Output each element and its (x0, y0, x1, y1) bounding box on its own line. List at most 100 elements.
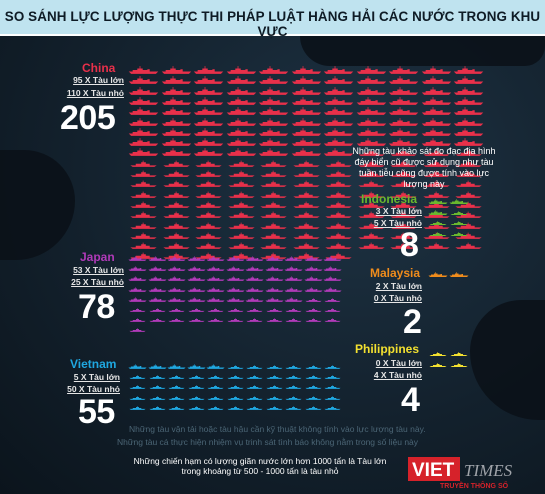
small-ship-icon (161, 206, 192, 224)
large-ship-icon (284, 281, 303, 299)
small-ship-icon (148, 311, 167, 329)
large-ship-icon (225, 291, 245, 309)
large-ship-icon (226, 83, 257, 101)
small-ship-icon (258, 217, 289, 235)
large-ship-icon (258, 83, 289, 101)
china-total: 205 (60, 99, 116, 137)
small-ship-icon (245, 301, 264, 319)
large-ship-icon (193, 62, 224, 80)
small-ship-icon (245, 378, 264, 396)
small-ship-icon (193, 247, 224, 265)
large-ship-icon (323, 260, 342, 278)
small-ship-icon (304, 389, 323, 407)
large-ship-icon (193, 72, 224, 90)
small-ship-icon (128, 321, 147, 339)
small-ship-icon (453, 186, 484, 204)
small-ship-icon (453, 175, 484, 193)
small-ship-icon (161, 196, 192, 214)
indonesia-large-ships-text: 3 X Tàu lớn (375, 206, 422, 216)
large-ship-icon (226, 62, 257, 80)
small-ship-icon (323, 368, 342, 386)
small-ship-icon (193, 237, 224, 255)
large-ship-icon (161, 134, 192, 152)
large-ship-icon (128, 358, 147, 376)
small-ship-icon (161, 155, 192, 173)
small-ship-icon (148, 301, 167, 319)
small-ship-icon (148, 368, 167, 386)
small-ship-icon (128, 399, 147, 417)
large-ship-icon (128, 83, 159, 101)
small-ship-icon (304, 399, 323, 417)
footnote-1: Những tàu vận tải hoặc tàu hậu cần kỹ th… (129, 424, 426, 434)
small-ship-icon (161, 247, 192, 265)
small-ship-icon (187, 378, 206, 396)
small-ship-icon (388, 227, 419, 245)
small-ship-icon (226, 206, 257, 224)
small-ship-icon (304, 301, 323, 319)
small-ship-icon (291, 196, 322, 214)
small-ship-icon (388, 144, 419, 162)
small-ship-icon (421, 206, 452, 224)
large-ship-icon (147, 358, 167, 376)
large-ship-icon (323, 134, 354, 152)
large-ship-icon (356, 134, 387, 152)
large-ship-icon (161, 83, 192, 101)
large-ship-icon (449, 266, 469, 284)
large-ship-icon (388, 103, 419, 121)
small-ship-icon (265, 368, 284, 386)
large-ship-icon (258, 114, 289, 132)
vietnam-small-ships: 50 X Tàu nhỏ (48, 384, 120, 394)
large-ship-icon (128, 124, 159, 142)
vietnam-large-ships-text: 5 X Tàu lớn (73, 372, 120, 382)
large-ship-icon (291, 103, 322, 121)
small-ship-icon (323, 227, 354, 245)
small-ship-icon (449, 356, 469, 374)
small-ship-icon (388, 237, 419, 255)
small-ship-icon (323, 399, 342, 417)
large-ship-icon (193, 144, 224, 162)
small-ship-icon (428, 225, 448, 243)
indonesia-note: Những tàu khảo sát đo đạc địa hình đáy b… (352, 146, 496, 189)
large-ship-icon (226, 134, 257, 152)
large-ship-icon (147, 250, 167, 268)
large-ship-icon (453, 62, 484, 80)
large-ship-icon (226, 144, 257, 162)
small-ship-icon (148, 378, 167, 396)
small-ship-icon (206, 368, 225, 386)
legend-line-1: Những chiến hạm có lượng giãn nước lớn h… (133, 456, 387, 466)
indonesia-total: 8 (400, 226, 419, 264)
small-ship-icon (206, 389, 225, 407)
small-ship-icon (356, 155, 387, 173)
small-ship-icon (453, 165, 484, 183)
large-ship-icon (453, 83, 484, 101)
large-ship-icon (258, 144, 289, 162)
large-ship-icon (193, 134, 224, 152)
large-ship-icon (388, 83, 419, 101)
philippines-small-ships: 4 X Tàu nhỏ (350, 370, 422, 380)
large-ship-icon (421, 62, 452, 80)
small-ship-icon (193, 175, 224, 193)
large-ship-icon (356, 62, 387, 80)
large-ship-icon (161, 103, 192, 121)
small-ship-icon (161, 186, 192, 204)
small-ship-icon (128, 186, 159, 204)
small-ship-icon (193, 196, 224, 214)
vietnam-total: 55 (78, 393, 115, 431)
small-ship-icon (128, 378, 147, 396)
small-ship-icon (291, 155, 322, 173)
small-ship-icon (167, 399, 186, 417)
small-ship-icon (187, 399, 206, 417)
small-ship-icon (161, 227, 192, 245)
small-ship-icon (356, 196, 387, 214)
large-ship-icon (264, 291, 284, 309)
small-ship-icon (226, 237, 257, 255)
footnote-2: Những tàu cá thực hiện nhiệm vụ trinh sá… (117, 437, 419, 447)
small-ship-icon (304, 358, 323, 376)
small-ship-icon (453, 155, 484, 173)
large-ship-icon (264, 270, 284, 288)
large-ship-icon (356, 124, 387, 142)
large-ship-icon (291, 93, 322, 111)
large-ship-icon (226, 124, 257, 142)
small-ship-icon (128, 206, 159, 224)
indonesia-small-ships: 5 X Tàu nhỏ (350, 218, 422, 228)
